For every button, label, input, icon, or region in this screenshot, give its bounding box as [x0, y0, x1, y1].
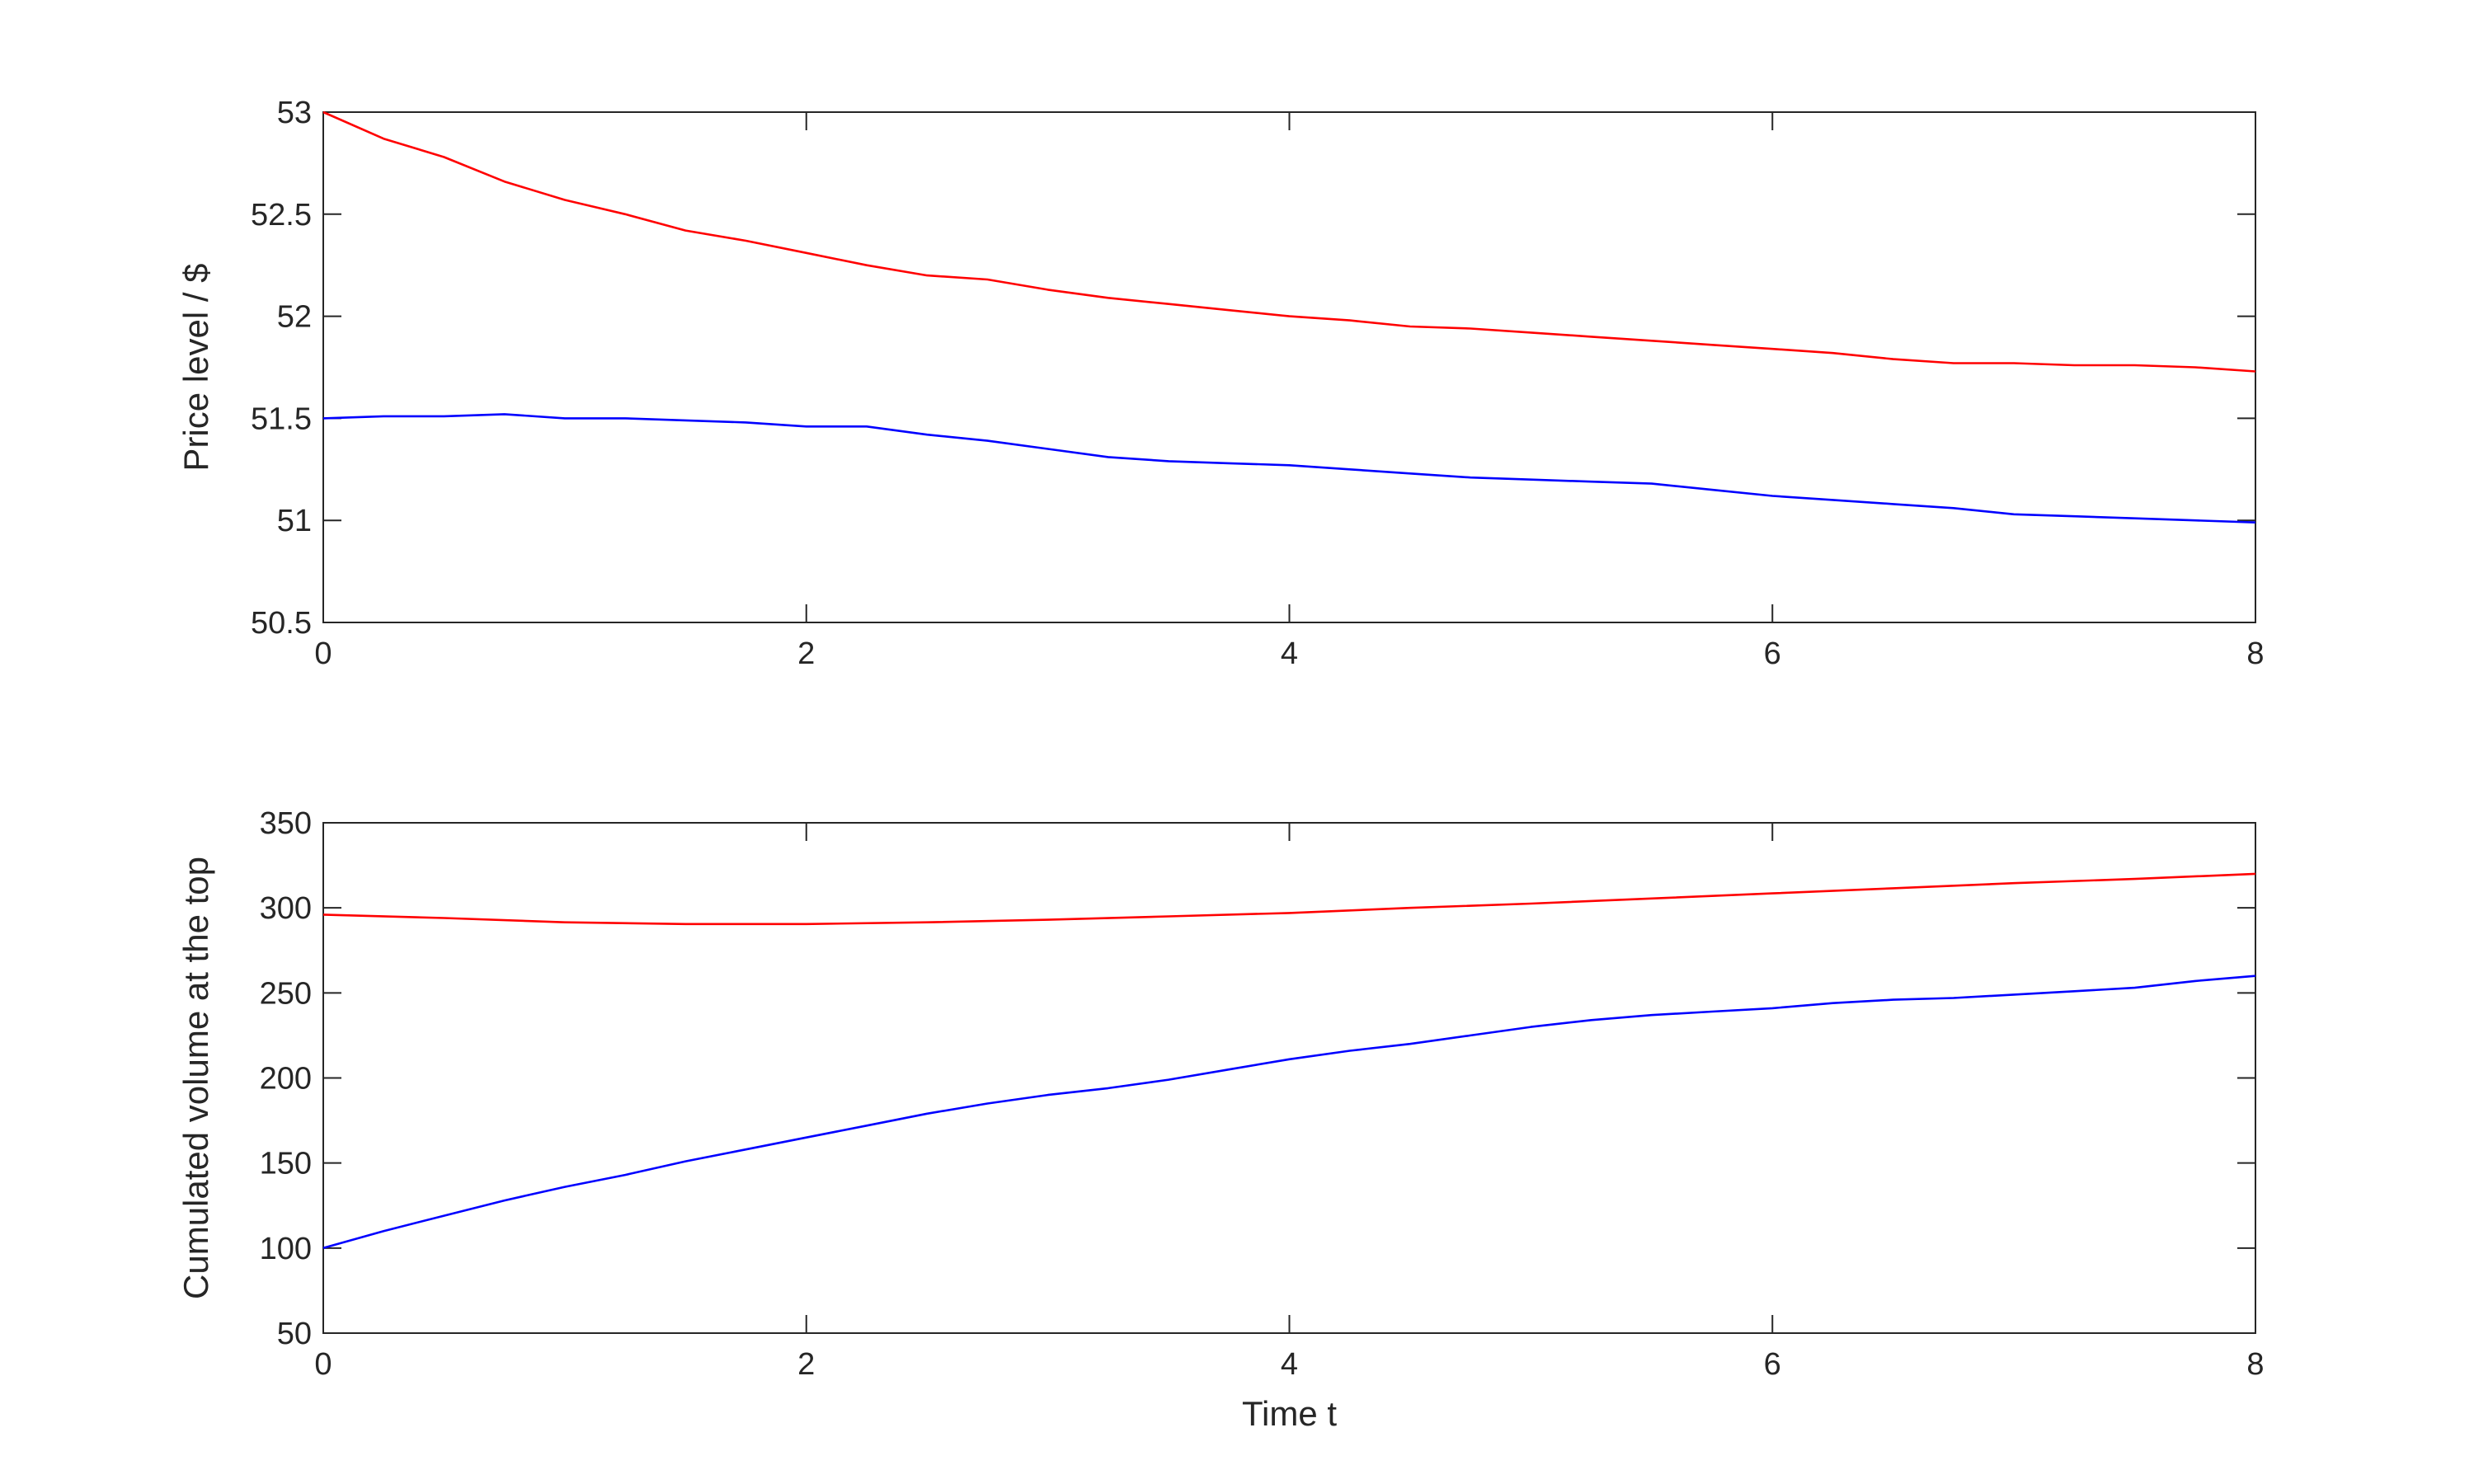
volume-y-tick-label: 350: [260, 806, 312, 841]
volume-y-tick-label: 200: [260, 1062, 312, 1097]
volume-series-line-red: [322, 872, 2256, 926]
price-y-tick-label: 53: [277, 96, 312, 130]
price-x-tick-label: 2: [797, 636, 815, 671]
volume-series-line-blue: [322, 974, 2256, 1250]
price-series-line-blue: [322, 413, 2256, 524]
volume-y-tick-label: 150: [260, 1147, 312, 1181]
price-x-tick-label: 0: [314, 636, 332, 671]
volume-y-axis-label: Cumulated volume at the top: [176, 857, 215, 1299]
price-series-line-red: [322, 110, 2256, 373]
volume-x-tick-label: 2: [797, 1347, 815, 1382]
price-x-tick-label: 8: [2246, 636, 2264, 671]
volume-y-tick-label: 250: [260, 976, 312, 1011]
volume-x-axis-label: Time t: [1242, 1394, 1337, 1433]
volume-x-tick-label: 8: [2246, 1347, 2264, 1382]
volume-x-tick-label: 6: [1764, 1347, 1781, 1382]
volume-y-tick-label: 100: [260, 1232, 312, 1266]
price-x-tick-label: 6: [1764, 636, 1781, 671]
price-y-tick-label: 51: [277, 504, 312, 538]
price-y-tick-label: 51.5: [251, 402, 312, 436]
price-level-panel: 0 2 4 6 8 50.5 51 51.5 52 52.5 53 Price level / $: [176, 96, 2265, 671]
price-axes-box: [322, 111, 2256, 623]
volume-x-tick-label: 4: [1281, 1347, 1298, 1382]
price-y-tick-label: 52.5: [251, 198, 312, 232]
price-x-tick-label: 4: [1281, 636, 1298, 671]
volume-y-tick-label: 300: [260, 891, 312, 926]
price-y-tick-label: 50.5: [251, 606, 312, 641]
price-y-axis-label: Price level / $: [176, 263, 215, 471]
cumulated-volume-panel: 0 2 4 6 8 50 100 150 200 250 300 350 Cumulated volum…: [176, 806, 2265, 1433]
price-y-tick-label: 52: [277, 300, 312, 335]
volume-y-tick-label: 50: [277, 1317, 312, 1351]
volume-axes-box: [322, 822, 2256, 1334]
volume-x-tick-label: 0: [314, 1347, 332, 1382]
